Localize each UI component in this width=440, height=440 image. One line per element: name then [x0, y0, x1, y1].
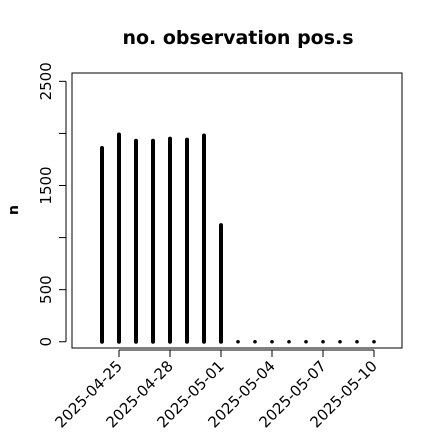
- bar-2025-05-05: [287, 339, 291, 344]
- bar-2025-05-04: [270, 339, 274, 344]
- bar-2025-05-10: [372, 339, 376, 344]
- bar-2025-05-06: [304, 339, 308, 344]
- plot-frame: [71, 72, 403, 349]
- y-tick-label-0: 0: [37, 337, 55, 347]
- y-tick-label-1500: 1500: [37, 166, 55, 204]
- x-axis: 2025-04-252025-04-282025-05-012025-05-04…: [51, 349, 381, 431]
- bars: [100, 132, 376, 344]
- bar-2025-05-09: [355, 339, 359, 344]
- bar-2025-05-03: [253, 339, 257, 344]
- bar-2025-05-02: [236, 339, 240, 344]
- y-tick-label-500: 500: [37, 275, 55, 304]
- bar-2025-05-08: [338, 339, 342, 344]
- y-axis: 0 500 1500 2500: [37, 62, 67, 347]
- bar-2025-05-07: [321, 339, 325, 344]
- chart-title: no. observation pos.s: [122, 27, 353, 49]
- y-axis-label: n: [6, 205, 22, 215]
- y-tick-label-2500: 2500: [37, 62, 55, 100]
